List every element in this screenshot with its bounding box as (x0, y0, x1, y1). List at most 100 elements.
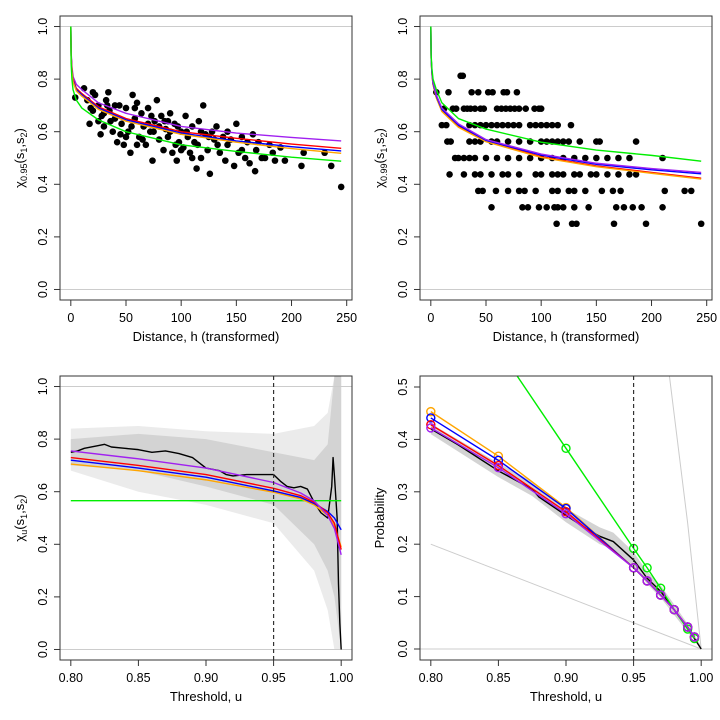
scatter-point (86, 120, 93, 128)
scatter-point (681, 187, 688, 195)
series-marker-blue (426, 413, 436, 423)
scatter-point (442, 121, 450, 129)
scatter-point (697, 220, 705, 228)
scatter-point (460, 171, 468, 178)
scatter-point (466, 154, 473, 162)
scatter-point (222, 157, 229, 164)
scatter-point (526, 154, 534, 162)
scatter-point (131, 104, 139, 112)
x-tick-label: 0.95 (621, 671, 645, 685)
scatter-point (139, 136, 146, 143)
scatter-point (532, 187, 539, 195)
scatter-point (479, 187, 486, 195)
scatter-point (548, 121, 556, 129)
scatter-point (615, 171, 622, 178)
x-tick-label: 50 (119, 311, 133, 325)
scatter-point (532, 171, 539, 178)
scatter-point (499, 121, 506, 129)
y-axis-title: χu(s1,s2) (12, 494, 29, 541)
scatter-point (499, 171, 506, 178)
scatter-point (488, 121, 495, 129)
reference-line-perfect-dependence (430, 543, 702, 650)
scatter-point (214, 141, 221, 149)
plot-area (420, 344, 712, 660)
x-tick-label: 100 (531, 311, 552, 325)
scatter-point (596, 138, 603, 145)
scatter-point (144, 104, 152, 112)
y-axis-title-subscript: 2 (379, 132, 389, 137)
y-axis-title-part: χ (12, 181, 27, 188)
scatter-point (554, 138, 562, 145)
scatter-point (642, 220, 650, 228)
y-axis-title-part: ) (12, 128, 27, 132)
series-marker-green (494, 344, 502, 352)
scatter-point (626, 154, 633, 162)
plot-box (419, 15, 713, 301)
scatter-point (197, 154, 205, 162)
scatter-point (489, 88, 496, 96)
series-marker-purple (689, 632, 700, 642)
series-line-green (430, 26, 702, 162)
scatter-point (504, 138, 512, 145)
y-tick-label: 1.0 (36, 378, 50, 395)
series-marker-red (426, 420, 436, 430)
scatter-point (503, 88, 511, 96)
series-marker-purple (628, 563, 639, 573)
scatter-point (480, 105, 488, 112)
scatter-point (638, 204, 645, 211)
scatter-point (554, 121, 562, 129)
y-tick-label: 0.0 (396, 281, 410, 298)
x-axis-title: Distance, h (transformed) (133, 329, 280, 344)
scatter-point (460, 154, 468, 162)
scatter-point (133, 141, 141, 149)
scatter-point (559, 204, 567, 211)
scatter-point (515, 105, 523, 112)
x-tick-label: 150 (586, 311, 607, 325)
scatter-point (504, 171, 512, 178)
series-line-purple (70, 450, 342, 555)
y-tick-label: 0.2 (396, 228, 410, 245)
scatter-point (493, 154, 501, 162)
scatter-point (452, 105, 460, 112)
scatter-point (576, 171, 584, 178)
y-tick-label: 0.5 (396, 378, 410, 395)
scatter-point (129, 91, 136, 99)
scatter-point (149, 157, 156, 164)
scatter-point (515, 171, 523, 178)
scatter-point (298, 162, 305, 170)
scatter-point (537, 171, 545, 178)
scatter-point (515, 187, 523, 195)
scatter-point (570, 171, 578, 178)
scatter-point (466, 138, 473, 145)
scatter-point (133, 99, 141, 107)
scatter-point (91, 91, 99, 99)
series-marker-purple (682, 622, 693, 632)
y-axis-title-part: ) (372, 128, 387, 132)
series-marker-purple (561, 509, 571, 519)
panel-top-left: 0 50 100 150 200 250 0.0 0.2 0.4 0.6 0.8 1.0 Distanc… (12, 15, 357, 344)
y-axis-title-subscript: 1 (19, 148, 29, 153)
y-axis-title-part: (s (12, 518, 27, 529)
scatter-point (182, 112, 189, 120)
series-line-purple (430, 26, 702, 174)
y-tick-label: 1.0 (36, 18, 50, 35)
scatter-point (216, 149, 224, 157)
y-axis-title-subscript: 0.95 (19, 163, 29, 181)
scatter-point (271, 157, 279, 164)
y-axis-title: χ0.95(s1,s2) (12, 128, 29, 188)
scatter-point (526, 121, 534, 129)
scatter-point (246, 159, 253, 167)
scatter-point (629, 204, 637, 211)
scatter-point (173, 157, 181, 164)
series-marker-green (655, 583, 666, 593)
scatter-point (150, 128, 157, 136)
scatter-point (252, 146, 260, 154)
scatter-point (142, 141, 150, 149)
y-tick-label: 0.1 (396, 588, 410, 605)
scatter-point (513, 88, 521, 96)
scatter-point (543, 204, 550, 211)
scatter-point (117, 131, 124, 138)
y-tick-label: 0.0 (36, 641, 50, 658)
scatter-point (120, 141, 128, 149)
y-axis-title-part: (s (12, 152, 27, 163)
